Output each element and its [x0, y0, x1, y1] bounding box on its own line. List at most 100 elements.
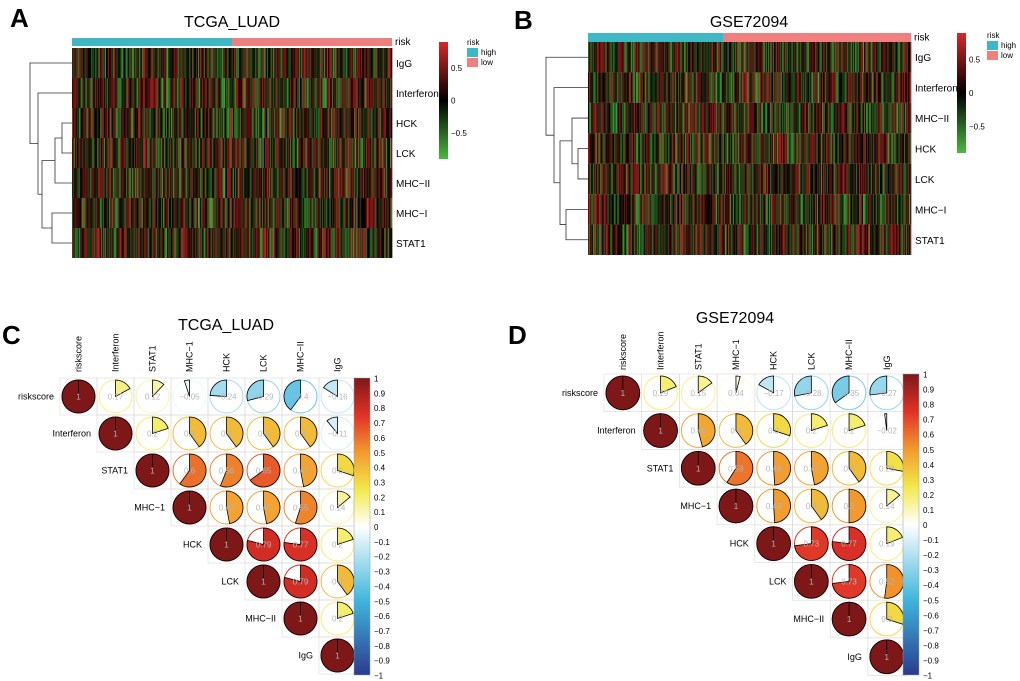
- heatmap-cell: [363, 228, 366, 258]
- heatmap-cell: [329, 48, 332, 78]
- heatmap-cell: [678, 194, 680, 225]
- heatmap-cell: [281, 108, 283, 138]
- heatmap-cell: [281, 198, 283, 228]
- heatmap-cell: [178, 138, 180, 168]
- heatmap-cell: [877, 42, 880, 73]
- heatmap-cell: [627, 194, 629, 225]
- heatmap-cell: [871, 102, 874, 134]
- corr-value-label: 0.46: [690, 427, 706, 436]
- heatmap-cell: [671, 102, 673, 134]
- heatmap-cell: [740, 72, 743, 103]
- heatmap-cell: [359, 228, 361, 258]
- heatmap-cell: [690, 163, 693, 195]
- heatmap-cell: [847, 194, 849, 225]
- heatmap-cell: [870, 72, 873, 103]
- column-label: MHC−II: [296, 341, 306, 372]
- column-label: LCK: [259, 354, 269, 372]
- heatmap-cell: [234, 198, 237, 228]
- heatmap-cell: [145, 198, 148, 228]
- heatmap-cell: [219, 168, 221, 198]
- heatmap-cell: [145, 48, 148, 78]
- corr-pie: [246, 527, 281, 562]
- heatmap-cell: [808, 194, 810, 225]
- heatmap-cell: [174, 168, 177, 198]
- heatmap-cell: [374, 168, 376, 198]
- heatmap-cell: [847, 133, 849, 164]
- heatmap-cell: [771, 194, 773, 225]
- row-label: Interferon: [396, 89, 439, 100]
- heatmap-cell: [692, 133, 695, 164]
- heatmap-cell: [231, 138, 233, 168]
- heatmap-cell: [656, 224, 658, 255]
- heatmap-cell: [747, 224, 749, 255]
- heatmap-cell: [245, 108, 247, 138]
- heatmap-cell: [258, 48, 260, 78]
- heatmap-cell: [238, 48, 241, 78]
- corr-pie: [869, 375, 888, 396]
- heatmap-cell: [754, 224, 756, 255]
- heatmap-cell: [358, 228, 360, 258]
- heatmap-cell: [700, 72, 702, 103]
- heatmap-cell: [657, 133, 659, 164]
- heatmap-cell: [86, 108, 88, 138]
- heatmap-cell: [729, 102, 732, 134]
- heatmap-cell: [613, 194, 615, 225]
- heatmap-cell: [91, 198, 93, 228]
- heatmap-cell: [279, 168, 281, 198]
- heatmap-cell: [739, 194, 742, 225]
- heatmap-cell: [322, 78, 324, 108]
- heatmap-cell: [326, 198, 328, 228]
- heatmap-cell: [731, 72, 734, 103]
- heatmap-cell: [699, 163, 701, 195]
- heatmap-cell: [797, 224, 799, 255]
- heatmap-cell: [902, 102, 904, 134]
- heatmap-cell: [370, 228, 372, 258]
- heatmap-cell: [265, 138, 268, 168]
- heatmap-cell: [815, 224, 817, 255]
- colorbar-tick: −1: [374, 672, 384, 681]
- heatmap-cell: [119, 108, 121, 138]
- heatmap-cell: [75, 138, 78, 168]
- heatmap-cell: [620, 133, 622, 164]
- heatmap-cell: [113, 108, 116, 138]
- heatmap-cell: [706, 194, 708, 225]
- heatmap-cells: [72, 48, 393, 258]
- heatmap-cell: [370, 108, 372, 138]
- heatmap-cell: [82, 198, 84, 228]
- heatmap-cell: [106, 78, 109, 108]
- heatmap-cell: [676, 133, 678, 164]
- heatmap-cell: [249, 228, 251, 258]
- heatmap-cell: [767, 72, 769, 103]
- heatmap-cell: [905, 224, 907, 255]
- heatmap-cell: [810, 102, 812, 134]
- heatmap-cell: [232, 108, 235, 138]
- corr-value-label: 1: [150, 467, 155, 476]
- heatmap-cell: [359, 138, 361, 168]
- heatmap-cell: [779, 72, 782, 103]
- corr-pie: [323, 379, 338, 398]
- heatmap-cell: [209, 168, 212, 198]
- heatmap-cell: [851, 72, 853, 103]
- heatmap-cell: [364, 228, 367, 258]
- heatmap-cell: [386, 108, 388, 138]
- heatmap-cell: [237, 138, 240, 168]
- heatmap-cell: [232, 48, 235, 78]
- heatmap-cell: [861, 163, 863, 195]
- heatmap-cell: [229, 138, 231, 168]
- heatmap-cell: [136, 48, 139, 78]
- heatmap-cell: [676, 102, 678, 134]
- heatmap-cell: [203, 108, 206, 138]
- heatmap-cell: [128, 78, 130, 108]
- heatmap-cell: [800, 194, 802, 225]
- heatmap-cell: [758, 163, 760, 195]
- heatmap-cell: [739, 224, 742, 255]
- heatmap-cell: [770, 224, 772, 255]
- heatmap-cell: [590, 42, 593, 73]
- heatmap-cell: [166, 78, 168, 108]
- heatmap-cell: [333, 228, 336, 258]
- heatmap-cell: [808, 102, 810, 134]
- heatmap-cell: [635, 72, 638, 103]
- heatmap-cell: [794, 42, 796, 73]
- heatmap-cell: [631, 224, 633, 255]
- heatmap-cell: [790, 42, 792, 73]
